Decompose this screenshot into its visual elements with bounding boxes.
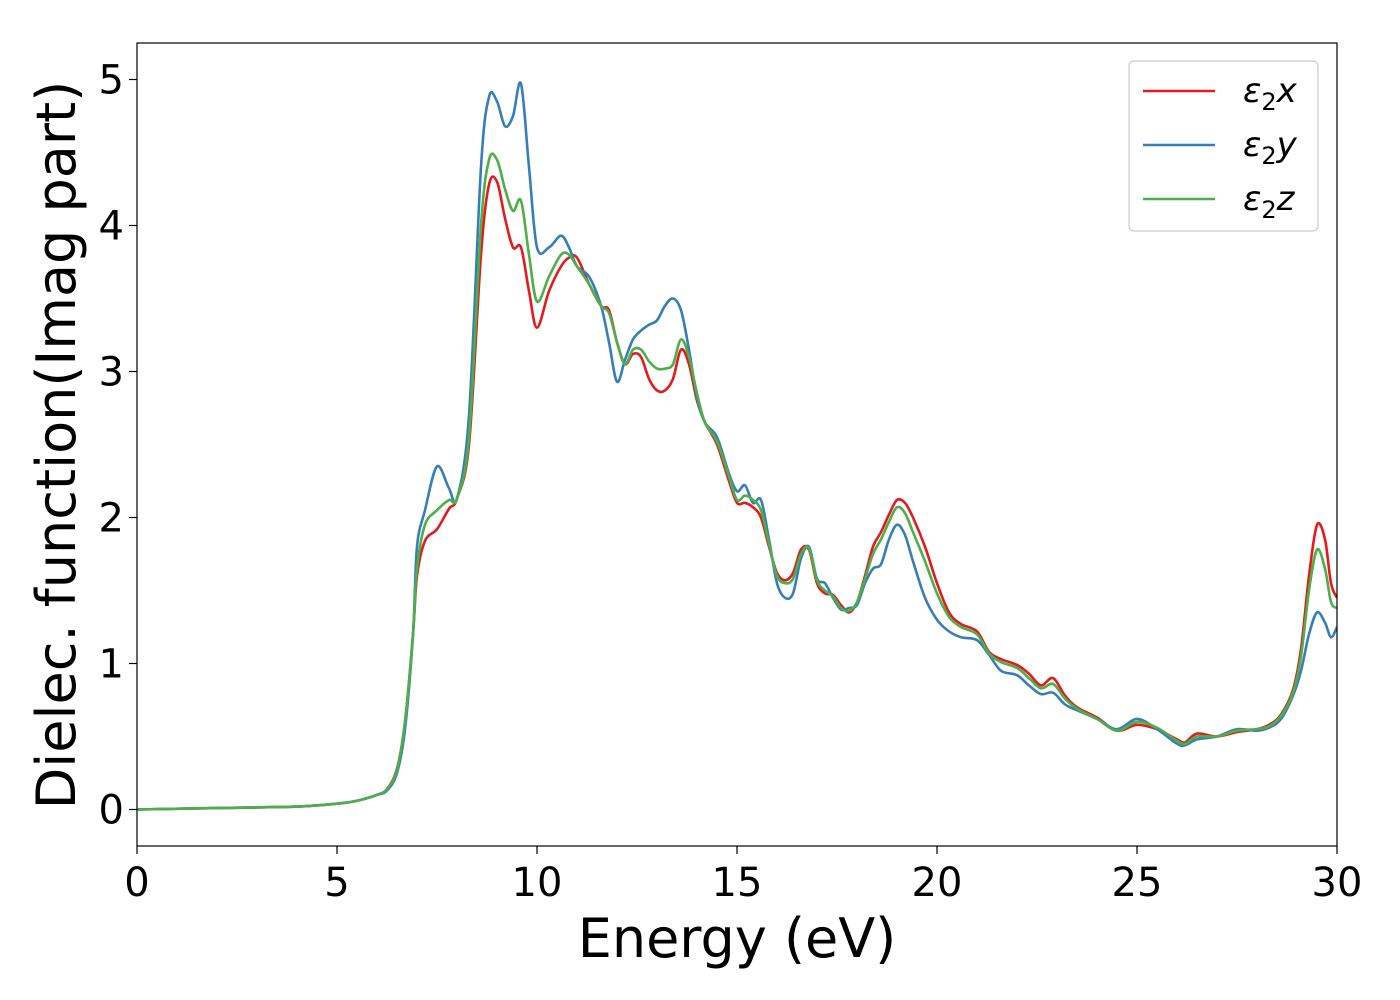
legend-label-z: ε2z (1243, 179, 1296, 224)
y-axis-title: Dielec. function(Imag part) (25, 81, 88, 810)
x-axis: 0 5 10 15 20 25 30 (124, 846, 1362, 906)
x-tick-label: 5 (324, 860, 349, 906)
x-tick-label: 10 (512, 860, 563, 906)
x-tick-label: 0 (124, 860, 149, 906)
y-tick-label: 0 (99, 788, 124, 834)
y-tick-label: 4 (99, 204, 124, 250)
legend: ε2x ε2y ε2z (1128, 60, 1319, 232)
series-line-x-component (137, 175, 1337, 811)
x-tick-label: 25 (1112, 860, 1163, 906)
series-layer (137, 81, 1337, 811)
x-tick-label: 30 (1312, 860, 1363, 906)
x-tick-label: 15 (712, 860, 763, 906)
x-tick-label: 20 (912, 860, 963, 906)
y-tick-label: 3 (99, 350, 124, 396)
series-line-z-component (137, 152, 1337, 811)
x-axis-title: Energy (eV) (578, 907, 897, 970)
y-tick-label: 5 (99, 58, 124, 104)
series-line-y-component (137, 81, 1337, 811)
legend-box (1128, 60, 1319, 232)
y-axis: 0 1 2 3 4 5 (99, 58, 137, 834)
legend-label-x: ε2x (1243, 71, 1298, 116)
y-tick-label: 2 (99, 496, 124, 542)
y-tick-label: 1 (99, 642, 124, 688)
legend-label-y: ε2y (1243, 125, 1298, 170)
